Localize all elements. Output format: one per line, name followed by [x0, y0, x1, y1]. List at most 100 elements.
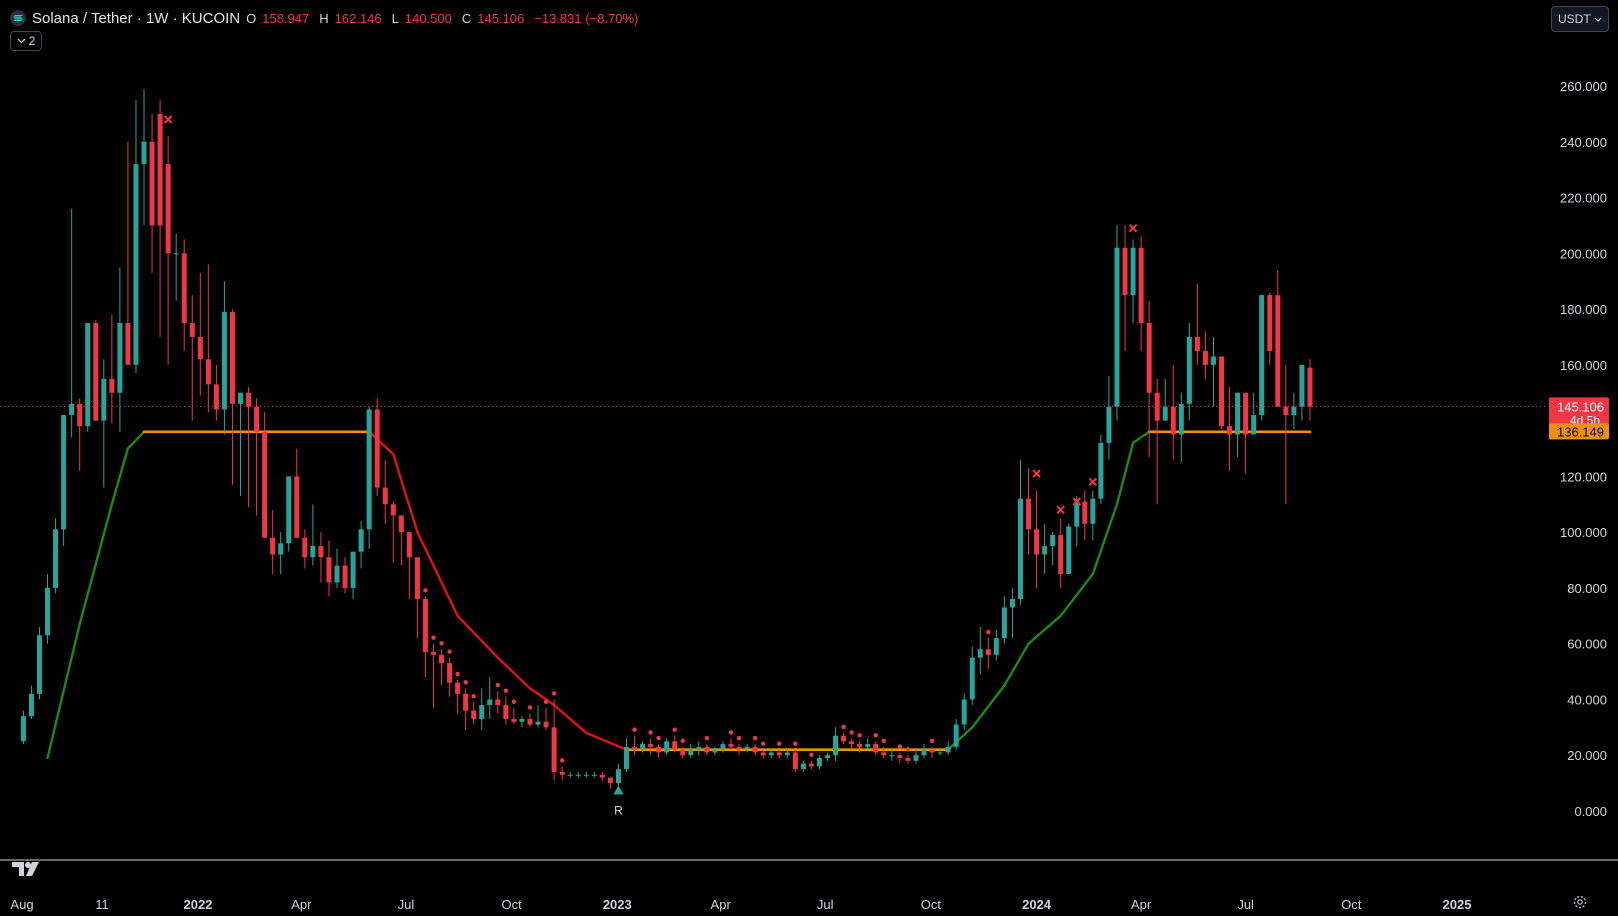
candle-body: [704, 746, 710, 753]
signal-dot: [656, 735, 661, 741]
candle-body: [800, 763, 806, 770]
signal-dot: [849, 730, 854, 735]
candle-body: [1138, 247, 1144, 324]
signal-dot: [543, 699, 549, 705]
trail-segment: [46, 622, 81, 760]
candle-body: [414, 557, 420, 600]
candle-body: [1202, 350, 1208, 365]
candle-body: [1042, 546, 1048, 555]
x-tick-label: Jul: [398, 897, 415, 912]
chart-header: Solana / Tether · 1W · KUCOIN O 158.947 H…: [10, 8, 642, 28]
trail-segment: [456, 614, 500, 659]
tradingview-logo-icon[interactable]: [12, 860, 44, 878]
candle-body: [221, 311, 227, 410]
candle-body: [1074, 501, 1080, 527]
signal-dot: [793, 741, 798, 746]
candle-body: [768, 752, 774, 756]
trail-segment: [1003, 642, 1030, 687]
x-tick-label: Jul: [817, 897, 834, 912]
candle-body: [583, 774, 589, 776]
candle-body: [406, 532, 412, 558]
signal-dot: [736, 735, 742, 741]
candle-body: [246, 392, 252, 407]
candle-body: [808, 763, 814, 767]
candle-body: [969, 657, 975, 700]
signal-dot: [511, 699, 517, 705]
currency-value: USDT: [1558, 12, 1591, 26]
x-tick-label: 2023: [603, 897, 632, 912]
open-label: O: [246, 10, 257, 26]
trail-segment: [1091, 503, 1119, 576]
candle-body: [77, 403, 83, 427]
candle-body: [471, 710, 477, 719]
gear-icon[interactable]: [1572, 894, 1588, 910]
y-tick-label: 100.000: [1560, 525, 1607, 540]
high-label: H: [319, 10, 329, 26]
y-tick-label: 240.000: [1560, 135, 1607, 150]
candle-body: [1186, 336, 1192, 404]
x-tick-label: 2024: [1022, 897, 1052, 912]
candle-body: [977, 649, 983, 658]
sell-cross-marker: [1088, 477, 1098, 487]
candle-body: [640, 744, 646, 750]
trail-segment: [1059, 572, 1095, 618]
candle-body: [455, 682, 461, 694]
close-label: C: [461, 10, 472, 26]
candle-body: [551, 727, 557, 772]
candle-body: [382, 487, 388, 505]
candle-body: [527, 718, 533, 725]
candle-body: [945, 746, 951, 753]
candle-body: [205, 359, 211, 385]
candle-body: [599, 774, 605, 778]
x-tick-label: Jul: [1237, 897, 1254, 912]
candle-body: [1283, 406, 1289, 416]
trail-segment: [528, 687, 556, 707]
sell-cross-marker: [1128, 224, 1138, 233]
candle-body: [181, 253, 187, 324]
sell-cross-marker: [1056, 505, 1065, 515]
candle-body: [28, 693, 34, 717]
candle-body: [1259, 295, 1265, 416]
trail-segment: [416, 530, 459, 618]
trail-segment: [1027, 614, 1062, 645]
indicators-toggle-button[interactable]: 2: [10, 31, 42, 51]
candle-body: [825, 755, 830, 759]
candle-body: [1090, 498, 1096, 524]
candle-body: [503, 705, 509, 719]
candle-body: [1162, 406, 1168, 421]
candle-body: [1050, 534, 1056, 547]
candle-body: [511, 718, 517, 722]
candle-body: [744, 746, 750, 750]
candle-body: [85, 323, 91, 427]
x-tick-label: 2022: [184, 897, 213, 912]
candle-body: [921, 749, 927, 756]
candle-body: [865, 744, 871, 747]
candle-body: [985, 649, 991, 655]
candle-body: [1227, 426, 1233, 435]
candle-body: [398, 515, 404, 533]
candle-body: [873, 744, 879, 753]
candle-body: [447, 663, 453, 683]
candle-body: [1034, 529, 1040, 555]
candle-body: [1251, 415, 1257, 435]
candle-body: [1194, 336, 1200, 351]
y-tick-label: 120.000: [1560, 469, 1607, 484]
symbol-title[interactable]: Solana / Tether · 1W · KUCOIN: [32, 9, 241, 27]
candle-body: [173, 253, 179, 255]
candle-body: [69, 403, 75, 416]
signal-dot: [881, 738, 886, 744]
x-tick-label: Apr: [291, 897, 312, 912]
candle-body: [567, 774, 573, 776]
candle-body: [752, 746, 758, 753]
candle-body: [53, 529, 59, 588]
currency-select[interactable]: USDT: [1551, 6, 1609, 32]
candle-body: [1235, 392, 1241, 435]
trail-segment: [496, 656, 532, 690]
candle-body: [897, 755, 903, 759]
candle-body: [1122, 247, 1128, 296]
candle-body: [648, 744, 654, 747]
x-tick-label: 11: [95, 897, 109, 912]
candle-body: [1058, 534, 1064, 574]
